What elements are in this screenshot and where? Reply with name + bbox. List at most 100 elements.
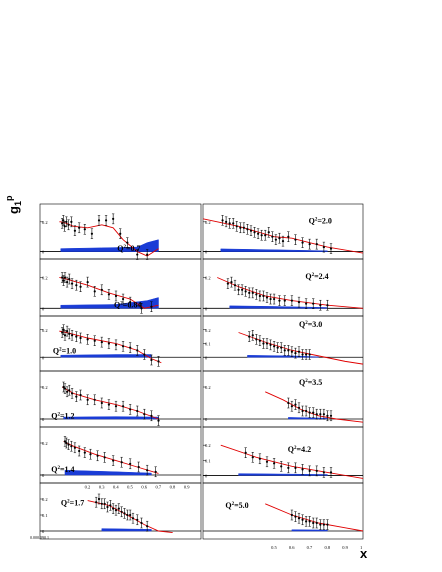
data-point bbox=[70, 330, 74, 341]
data-point bbox=[232, 218, 235, 229]
data-point bbox=[319, 408, 322, 420]
systematic-error-band bbox=[229, 305, 328, 309]
data-point bbox=[301, 237, 304, 248]
data-point bbox=[136, 405, 139, 417]
data-point bbox=[128, 296, 132, 308]
data-point bbox=[128, 342, 132, 353]
data-point bbox=[294, 462, 297, 474]
data-point bbox=[128, 458, 132, 470]
fit-curve bbox=[238, 332, 364, 365]
data-point bbox=[107, 399, 111, 410]
data-point bbox=[70, 278, 74, 289]
data-point bbox=[301, 405, 304, 417]
data-point bbox=[290, 509, 294, 521]
y-tick-label: 0 bbox=[205, 473, 208, 478]
data-point bbox=[90, 228, 94, 239]
data-point bbox=[239, 222, 242, 234]
data-point bbox=[65, 216, 68, 228]
y-tick-label: 0.2 bbox=[205, 220, 211, 225]
data-point bbox=[262, 290, 265, 302]
y-tick-label: 0 bbox=[205, 250, 208, 255]
data-point bbox=[326, 519, 329, 530]
data-point bbox=[301, 349, 304, 360]
panel-Q2=0.7: 0.2 0 Q2=0.7 bbox=[39, 203, 202, 260]
systematic-error-band bbox=[63, 416, 159, 420]
y-tick-label: 0.2 bbox=[205, 443, 211, 448]
x-axis-label: x bbox=[360, 546, 368, 561]
data-point bbox=[315, 238, 318, 250]
fit-curve bbox=[202, 218, 364, 254]
x-tick-label: 0.6 bbox=[289, 545, 295, 550]
panel-label: Q2=2.4 bbox=[305, 272, 328, 281]
systematic-error-band bbox=[238, 473, 328, 476]
data-point bbox=[269, 339, 272, 351]
x-tick-label: 0.2 bbox=[85, 485, 91, 490]
data-point bbox=[62, 275, 65, 286]
data-point bbox=[73, 225, 77, 237]
x-tick-label: 0.8 bbox=[324, 545, 330, 550]
y-tick-label: 0.1 bbox=[42, 513, 48, 518]
data-point bbox=[319, 519, 322, 530]
data-point bbox=[77, 222, 81, 234]
data-point bbox=[272, 458, 276, 469]
data-point bbox=[274, 234, 278, 245]
panel-Q2=3.5: 0.2 0 Q2=3.5 bbox=[202, 370, 364, 428]
panel-frame bbox=[39, 482, 202, 540]
data-point bbox=[226, 278, 230, 289]
data-point bbox=[228, 218, 231, 229]
panel-label: Q2=3.5 bbox=[299, 378, 322, 387]
y-tick-label: 0.2 bbox=[42, 441, 48, 446]
data-point bbox=[287, 462, 290, 474]
data-point bbox=[308, 407, 311, 418]
data-point bbox=[287, 231, 290, 242]
data-point bbox=[267, 226, 270, 238]
y-tick-label: 0.2 bbox=[205, 328, 211, 333]
y-tick-label: 0.2 bbox=[42, 385, 48, 390]
panel-frame bbox=[202, 482, 364, 540]
y-tick-label: 0 bbox=[205, 355, 208, 360]
data-point bbox=[258, 290, 262, 302]
data-point bbox=[287, 397, 290, 409]
data-point bbox=[79, 332, 82, 344]
data-point bbox=[297, 346, 301, 357]
x-tick-label: 1 bbox=[360, 545, 362, 550]
x-tick-label: 0.3 bbox=[99, 485, 105, 490]
panel-Q2=4.2: 0.2 0.1 0 Q2=4.2 bbox=[202, 426, 364, 484]
x-tick-label: 0.6 bbox=[141, 485, 147, 490]
data-point bbox=[272, 341, 276, 352]
data-point bbox=[304, 405, 308, 417]
x-tick-label: 0.5 bbox=[271, 545, 277, 550]
data-point bbox=[157, 356, 160, 367]
data-point bbox=[73, 442, 77, 454]
data-point bbox=[137, 461, 140, 473]
panel-frame bbox=[39, 315, 202, 372]
data-point bbox=[77, 445, 81, 457]
data-point bbox=[256, 228, 260, 239]
data-point bbox=[97, 493, 101, 505]
data-point bbox=[248, 287, 251, 299]
data-point bbox=[120, 456, 123, 468]
data-point bbox=[83, 224, 87, 235]
panel-label: Q2=4.2 bbox=[288, 445, 311, 454]
data-point bbox=[126, 509, 129, 521]
data-point bbox=[224, 216, 228, 228]
data-point bbox=[326, 299, 329, 311]
panel-Q2=5.0: Q2=5.0 0.5 0.6 0.7 0.8 0.9 1 bbox=[202, 482, 364, 550]
data-point bbox=[94, 496, 98, 508]
panel-label: Q2=1.7 bbox=[61, 498, 84, 507]
data-point bbox=[315, 408, 318, 420]
data-point bbox=[86, 394, 89, 406]
data-point bbox=[297, 402, 301, 414]
x-tick-label: 0.5 bbox=[127, 485, 133, 490]
systematic-error-band bbox=[60, 297, 159, 309]
data-point bbox=[70, 388, 74, 399]
data-point bbox=[121, 400, 125, 412]
data-point bbox=[63, 436, 67, 447]
data-point bbox=[278, 295, 281, 306]
data-point bbox=[294, 511, 297, 522]
data-point bbox=[67, 439, 70, 450]
data-point bbox=[244, 286, 247, 297]
data-point bbox=[70, 440, 73, 452]
data-point bbox=[322, 408, 326, 420]
data-point bbox=[143, 408, 146, 420]
